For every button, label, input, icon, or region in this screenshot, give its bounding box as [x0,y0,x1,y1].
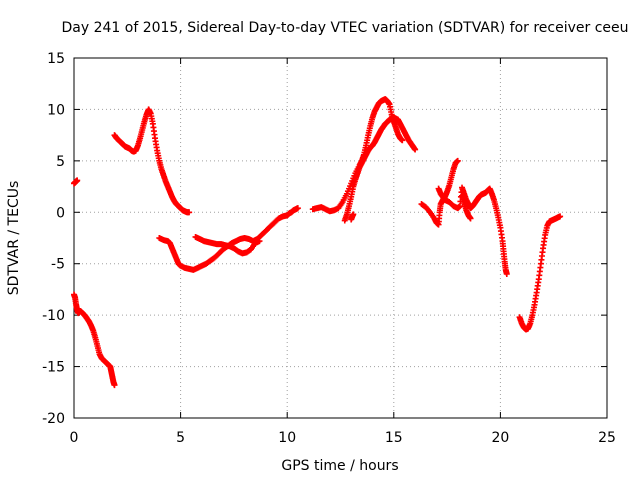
y-tick-label: 0 [56,205,65,221]
segment-1 [71,177,81,187]
y-tick-label: -15 [42,360,65,376]
x-axis-label: GPS time / hours [281,458,398,474]
y-axis-label: SDTVAR / TECUs [6,181,22,296]
x-axis: 0 5 10 15 20 25 [70,58,616,446]
segment-5 [192,233,263,257]
y-tick-label: -10 [42,308,65,324]
data-point [467,215,474,222]
segment-10 [435,184,510,277]
segment-4 [156,205,301,273]
data-point [399,137,406,144]
y-tick-label: 5 [56,154,65,170]
data-point [412,146,419,153]
y-axis: -20 -15 -10 -5 0 5 10 15 [42,51,607,427]
segment-3 [111,106,193,216]
data-point [256,238,263,245]
data-point [503,271,510,277]
segment-2 [71,291,118,389]
data-point [557,213,564,220]
segment-8 [348,211,357,223]
y-tick-label: 10 [47,102,65,118]
plot-frame [73,57,608,419]
data-point [294,205,301,212]
segment-7 [341,114,419,224]
data-points [71,96,564,389]
x-tick-label: 0 [70,430,79,446]
y-tick-label: -5 [51,257,65,273]
data-point [74,177,81,184]
x-tick-label: 25 [598,430,616,446]
y-tick-label: 15 [47,51,65,67]
y-tick-label: -20 [42,411,65,427]
x-tick-label: 10 [278,430,296,446]
data-point [350,211,357,218]
segment-6 [309,96,406,215]
segment-12 [516,213,564,333]
x-tick-label: 20 [491,430,509,446]
segment-11 [459,192,474,222]
data-point [186,209,193,216]
data-point [111,382,118,389]
x-tick-label: 15 [385,430,403,446]
x-tick-label: 5 [176,430,185,446]
chart-title: Day 241 of 2015, Sidereal Day-to-day VTE… [61,20,628,36]
data-point [454,157,461,164]
grid [74,58,607,418]
